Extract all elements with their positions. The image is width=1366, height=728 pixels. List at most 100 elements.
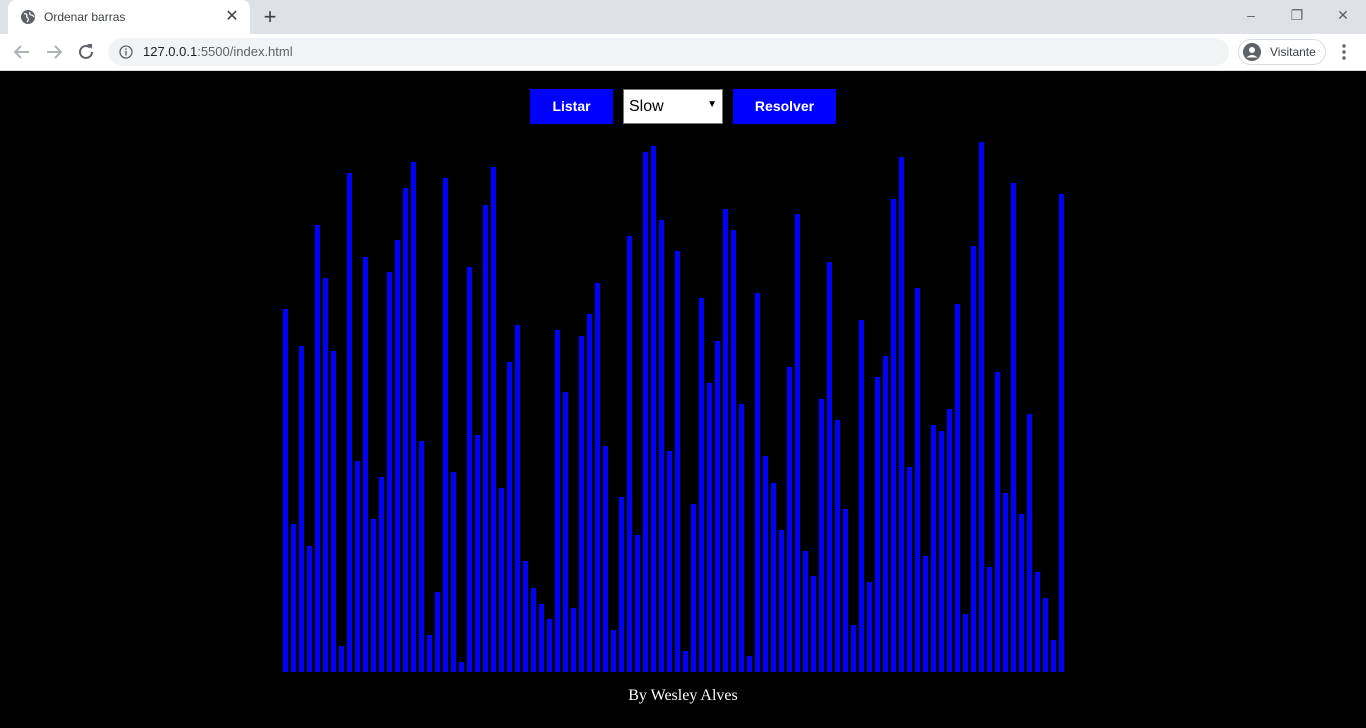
bar [323, 278, 328, 672]
bar [1027, 414, 1032, 672]
bar [971, 246, 976, 672]
bar [827, 262, 832, 672]
bar [691, 504, 696, 672]
bar [387, 272, 392, 672]
bar [371, 519, 376, 672]
bar [723, 209, 728, 672]
bar [643, 152, 648, 672]
bar [771, 483, 776, 672]
bar [763, 456, 768, 672]
url-path: :5500/index.html [197, 44, 293, 59]
bar [563, 392, 568, 672]
globe-icon [21, 10, 35, 24]
bar [979, 142, 984, 672]
bar [1011, 183, 1016, 672]
bar [755, 293, 760, 672]
url-host: 127.0.0.1 [143, 44, 198, 59]
bar [459, 662, 464, 672]
bar [411, 162, 416, 672]
bar [859, 320, 864, 672]
bar [891, 199, 896, 672]
bar [363, 257, 368, 672]
bar [923, 556, 928, 672]
reload-icon[interactable] [74, 40, 98, 64]
bar [659, 220, 664, 672]
bar [499, 488, 504, 672]
bar [539, 604, 544, 672]
minimize-icon[interactable]: – [1247, 7, 1255, 23]
bar [299, 346, 304, 672]
footer-credit: By Wesley Alves [628, 687, 738, 704]
bar [619, 497, 624, 672]
bar [787, 367, 792, 672]
avatar-icon [1243, 43, 1261, 61]
bar [427, 635, 432, 672]
solve-button[interactable]: Resolver [733, 89, 836, 124]
bar [483, 205, 488, 672]
bar [571, 608, 576, 672]
chevron-down-icon: ▼ [707, 99, 717, 110]
bar [819, 399, 824, 672]
bar [835, 420, 840, 672]
bar [595, 283, 600, 672]
bars-container [283, 71, 1083, 672]
profile-label: Visitante [1270, 45, 1316, 59]
bar [555, 330, 560, 672]
bar [811, 576, 816, 672]
bar [443, 178, 448, 672]
bar [1059, 194, 1064, 672]
url-text[interactable]: 127.0.0.1:5500/index.html [143, 44, 293, 59]
tab-close-icon[interactable]: ✕ [225, 8, 239, 25]
bar [475, 435, 480, 672]
bar [587, 314, 592, 672]
speed-select[interactable]: Slow ▼ [623, 89, 723, 124]
bar [779, 530, 784, 672]
bar [675, 251, 680, 672]
bar [843, 509, 848, 672]
bar [579, 336, 584, 672]
forward-icon[interactable] [42, 40, 66, 64]
list-button[interactable]: Listar [530, 89, 613, 124]
bar [915, 288, 920, 672]
bar [1003, 493, 1008, 672]
bar [851, 625, 856, 672]
bar [347, 173, 352, 672]
bar [995, 372, 1000, 672]
profile-button[interactable]: Visitante [1238, 39, 1326, 65]
speed-select-value: Slow [629, 98, 664, 115]
bar [795, 214, 800, 672]
bar [867, 582, 872, 672]
bar [451, 472, 456, 672]
restore-icon[interactable]: ❐ [1290, 7, 1304, 23]
bar [403, 188, 408, 672]
back-icon[interactable] [10, 40, 34, 64]
bar [603, 446, 608, 672]
bar [507, 362, 512, 672]
bar [739, 404, 744, 672]
bar [435, 592, 440, 672]
menu-dots-icon[interactable] [1336, 42, 1352, 62]
bar [651, 146, 656, 672]
bar [627, 236, 632, 672]
bar [1051, 640, 1056, 672]
browser-tab[interactable]: Ordenar barras ✕ [8, 0, 250, 34]
close-window-icon[interactable]: ✕ [1337, 7, 1349, 23]
bar [419, 441, 424, 672]
bar [907, 467, 912, 672]
bar [491, 167, 496, 672]
tab-strip: Ordenar barras ✕ + – ❐ ✕ [0, 0, 1366, 34]
bar [307, 546, 312, 672]
bar [731, 230, 736, 672]
bar [699, 298, 704, 672]
bar [667, 451, 672, 672]
bar [355, 461, 360, 672]
bar [547, 619, 552, 672]
new-tab-button[interactable]: + [263, 4, 277, 29]
bar [803, 551, 808, 672]
bar [467, 267, 472, 672]
bar [747, 656, 752, 672]
bar [635, 535, 640, 672]
info-icon[interactable] [119, 45, 133, 59]
address-bar[interactable]: 127.0.0.1:5500/index.html [108, 38, 1229, 66]
browser-toolbar: 127.0.0.1:5500/index.html Visitante [0, 34, 1366, 71]
